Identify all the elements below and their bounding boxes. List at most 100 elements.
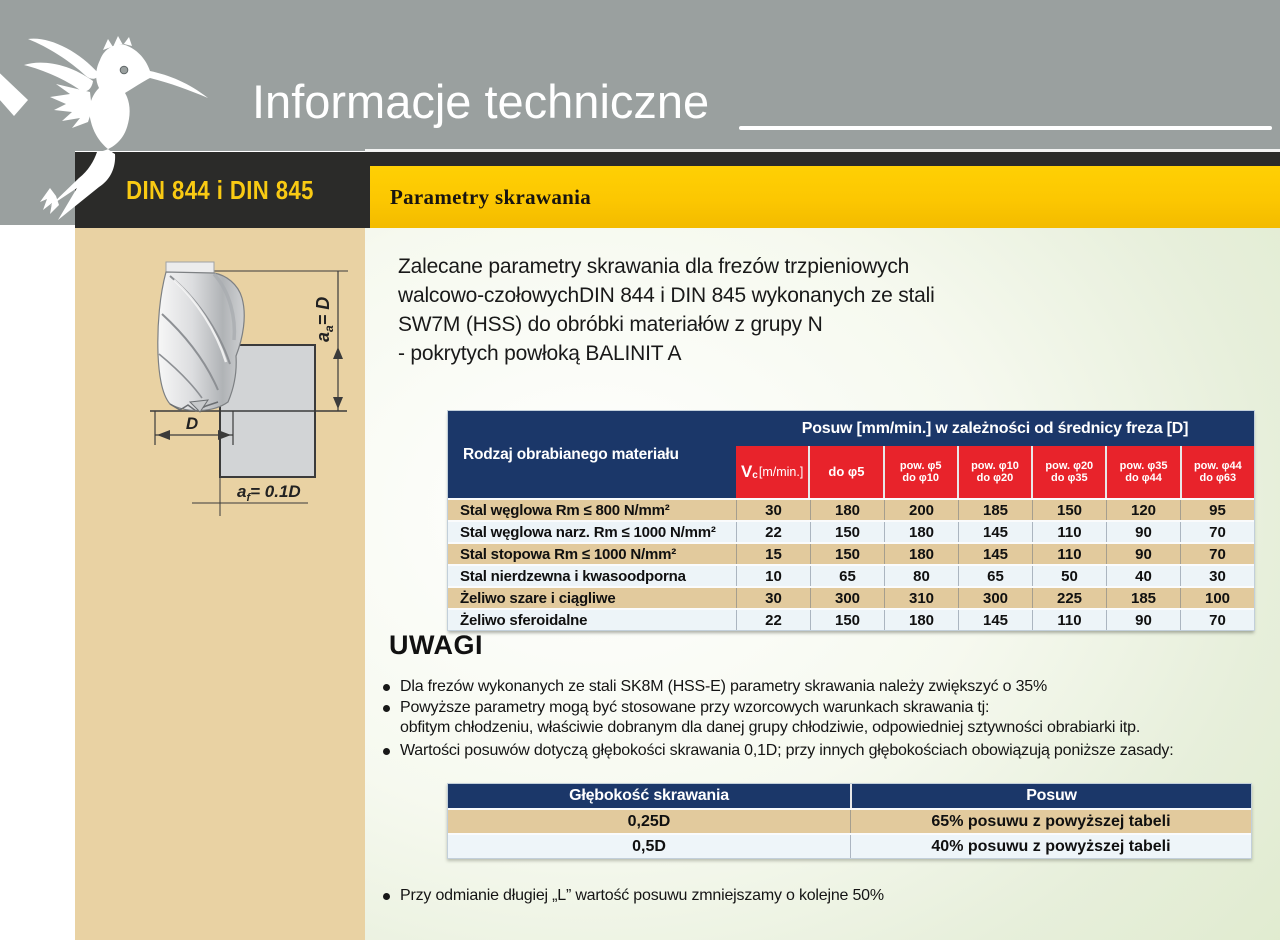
header-separator bbox=[365, 149, 1280, 152]
column-header: pow. φ35 do φ44 bbox=[1107, 446, 1180, 498]
table-cell: 90 bbox=[1106, 544, 1180, 564]
bird-feet bbox=[40, 188, 59, 214]
table-cell: 65% posuwu z powyższej tabeli bbox=[850, 810, 1251, 833]
table-cell: 90 bbox=[1106, 522, 1180, 542]
feed-column-header: Posuw bbox=[852, 784, 1251, 808]
bottom-margin bbox=[0, 940, 1280, 944]
note-item: Powyższe parametry mogą być stosowane pr… bbox=[383, 698, 1273, 719]
notes-heading: UWAGI bbox=[389, 630, 483, 660]
material-column-header: Rodzaj obrabianego materiału bbox=[463, 445, 679, 463]
table-cell: 150 bbox=[810, 610, 884, 630]
table-cell: 185 bbox=[1106, 588, 1180, 608]
note-text: obfitym chłodzeniu, właściwie dobranym d… bbox=[400, 719, 1141, 737]
table-cell: 120 bbox=[1106, 500, 1180, 520]
table-header: Głębokość skrawania Posuw bbox=[448, 784, 1251, 808]
table-cell: 70 bbox=[1180, 544, 1254, 564]
bullet-icon bbox=[383, 893, 390, 900]
table-cell: 185 bbox=[958, 500, 1032, 520]
note-item-continuation: obfitym chłodzeniu, właściwie dobranym d… bbox=[383, 718, 1273, 739]
table-cell: 95 bbox=[1180, 500, 1254, 520]
wing-secondaries bbox=[50, 84, 92, 128]
note-text: Powyższe parametry mogą być stosowane pr… bbox=[400, 698, 990, 716]
wing-feather-2 bbox=[24, 62, 93, 92]
note-item: Przy odmianie długiej „L” wartość posuwu… bbox=[383, 886, 1183, 907]
table-cell: 180 bbox=[810, 500, 884, 520]
table-cell: 110 bbox=[1032, 544, 1106, 564]
bullet-icon bbox=[383, 747, 390, 755]
column-header: pow. φ44 do φ63 bbox=[1181, 446, 1254, 498]
table-cell: 145 bbox=[958, 610, 1032, 630]
table-cell: 90 bbox=[1106, 610, 1180, 630]
axial-arrow-up bbox=[333, 347, 343, 359]
table-cell: 200 bbox=[884, 500, 958, 520]
table-cell: 30 bbox=[1180, 566, 1254, 586]
table-cell: 70 bbox=[1180, 522, 1254, 542]
table-cell: 110 bbox=[1032, 522, 1106, 542]
column-header: do φ5 bbox=[810, 446, 883, 498]
table-row: Stal nierdzewna i kwasoodporna 10 65 80 … bbox=[448, 564, 1254, 586]
note-text: Przy odmianie długiej „L” wartość posuwu… bbox=[400, 887, 884, 904]
table-cell: 22 bbox=[736, 610, 810, 630]
bird-body bbox=[50, 44, 208, 220]
footnote: Przy odmianie długiej „L” wartość posuwu… bbox=[383, 886, 1183, 907]
table-cell: 30 bbox=[736, 588, 810, 608]
table-cell: 180 bbox=[884, 544, 958, 564]
material-label: Stal stopowa Rm ≤ 1000 N/mm² bbox=[460, 545, 677, 563]
material-label: Stal węglowa Rm ≤ 800 N/mm² bbox=[460, 501, 670, 519]
radial-depth-label: af= 0.1D bbox=[237, 482, 301, 504]
intro-paragraph: Zalecane parametry skrawania dla frezów … bbox=[398, 255, 935, 365]
hummingbird-logo-icon bbox=[0, 36, 208, 220]
table-cell: 150 bbox=[810, 544, 884, 564]
table-cell: 70 bbox=[1180, 610, 1254, 630]
table-cell: 110 bbox=[1032, 610, 1106, 630]
axial-depth-label: aa= D bbox=[313, 297, 336, 342]
table-cell: 145 bbox=[958, 544, 1032, 564]
table-cell: 40% posuwu z powyższej tabeli bbox=[850, 835, 1251, 858]
table-cell: 22 bbox=[736, 522, 810, 542]
wing-band bbox=[0, 73, 28, 116]
cutting-parameters-table: Rodzaj obrabianego materiału Posuw [mm/m… bbox=[447, 410, 1255, 631]
table-cell: 50 bbox=[1032, 566, 1106, 586]
table-cell: 150 bbox=[1032, 500, 1106, 520]
material-label: Żeliwo sferoidalne bbox=[460, 611, 588, 629]
table-cell: 180 bbox=[884, 610, 958, 630]
note-item: Wartości posuwów dotyczą głębokości skra… bbox=[383, 741, 1273, 762]
table-row: Stal węglowa Rm ≤ 800 N/mm² 30 180 200 1… bbox=[448, 498, 1254, 520]
table-cell: 145 bbox=[958, 522, 1032, 542]
table-cell: 100 bbox=[1180, 588, 1254, 608]
bullet-icon bbox=[383, 704, 390, 712]
material-label: Stal węglowa narz. Rm ≤ 1000 N/mm² bbox=[460, 523, 716, 541]
column-header: pow. φ5 do φ10 bbox=[884, 446, 957, 498]
note-item: Dla frezów wykonanych ze stali SK8M (HSS… bbox=[383, 677, 1273, 698]
depth-column-header: Głębokość skrawania bbox=[448, 784, 850, 808]
table-cell: 80 bbox=[884, 566, 958, 586]
column-header: pow. φ20 do φ35 bbox=[1033, 446, 1106, 498]
table-cell: 300 bbox=[958, 588, 1032, 608]
table-cell: 0,25D bbox=[627, 812, 671, 830]
notes-list: Dla frezów wykonanych ze stali SK8M (HSS… bbox=[383, 677, 1273, 761]
feed-group-header: Posuw [mm/min.] w zależności od średnicy… bbox=[801, 419, 1189, 437]
table-cell: 310 bbox=[884, 588, 958, 608]
table-row: Stal węglowa narz. Rm ≤ 1000 N/mm² 22 15… bbox=[448, 520, 1254, 542]
din-standard-label: DIN 844 i DIN 845 bbox=[126, 174, 314, 205]
bird-eye bbox=[119, 65, 129, 75]
table-cell: 150 bbox=[810, 522, 884, 542]
header-band bbox=[0, 0, 1280, 151]
axial-arrow-down bbox=[333, 397, 343, 409]
bird-crest bbox=[103, 36, 132, 50]
table-cell: 300 bbox=[810, 588, 884, 608]
title-underline bbox=[739, 126, 1272, 130]
diameter-arrow-right bbox=[218, 430, 231, 440]
table-cell: 225 bbox=[1032, 588, 1106, 608]
table-cell: 10 bbox=[736, 566, 810, 586]
note-text: Dla frezów wykonanych ze stali SK8M (HSS… bbox=[400, 678, 1048, 695]
column-header: pow. φ10 do φ20 bbox=[958, 446, 1032, 498]
table-header: Rodzaj obrabianego materiału Posuw [mm/m… bbox=[448, 411, 1254, 498]
wing-feather-1 bbox=[28, 38, 99, 79]
section-title: Parametry skrawania bbox=[390, 184, 592, 209]
end-mill bbox=[157, 261, 245, 413]
material-label: Stal nierdzewna i kwasoodporna bbox=[460, 567, 686, 585]
table-cell: 180 bbox=[884, 522, 958, 542]
